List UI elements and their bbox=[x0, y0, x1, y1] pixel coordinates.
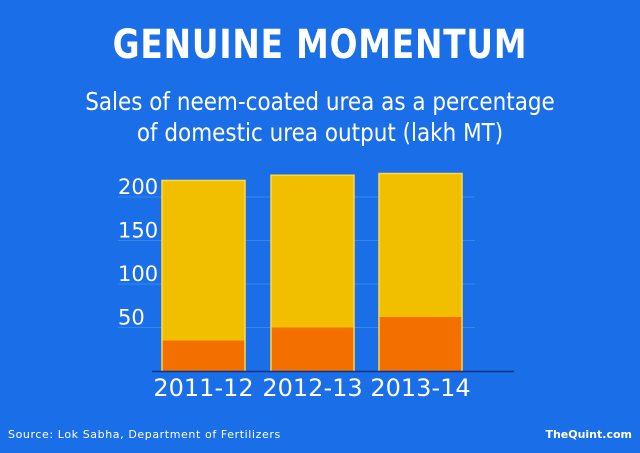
x-tick-label-2012-13: 2012-13 bbox=[262, 374, 362, 402]
chart-subtitle: Sales of neem-coated urea as a percentag… bbox=[45, 86, 595, 148]
x-tick-label-2011-12: 2011-12 bbox=[153, 374, 253, 402]
subtitle-line-1: Sales of neem-coated urea as a percentag… bbox=[85, 87, 555, 116]
y-tick-label-150: 150 bbox=[118, 219, 158, 243]
y-tick-label-200: 200 bbox=[118, 175, 158, 199]
bar-neem-2013-14 bbox=[379, 317, 462, 371]
chart-title: GENUINE MOMENTUM bbox=[112, 22, 528, 68]
bar-neem-2011-12 bbox=[162, 340, 245, 371]
bar-neem-2012-13 bbox=[271, 327, 354, 371]
x-tick-label-2013-14: 2013-14 bbox=[370, 374, 470, 402]
bar-total-2011-12 bbox=[161, 179, 246, 372]
subtitle-line-2: of domestic urea output (lakh MT) bbox=[136, 118, 504, 147]
y-tick-label-50: 50 bbox=[118, 306, 145, 330]
y-tick-label-100: 100 bbox=[118, 262, 158, 286]
brand-logo: TheQuint.com bbox=[545, 428, 632, 441]
source-note: Source: Lok Sabha, Department of Fertili… bbox=[8, 428, 281, 441]
